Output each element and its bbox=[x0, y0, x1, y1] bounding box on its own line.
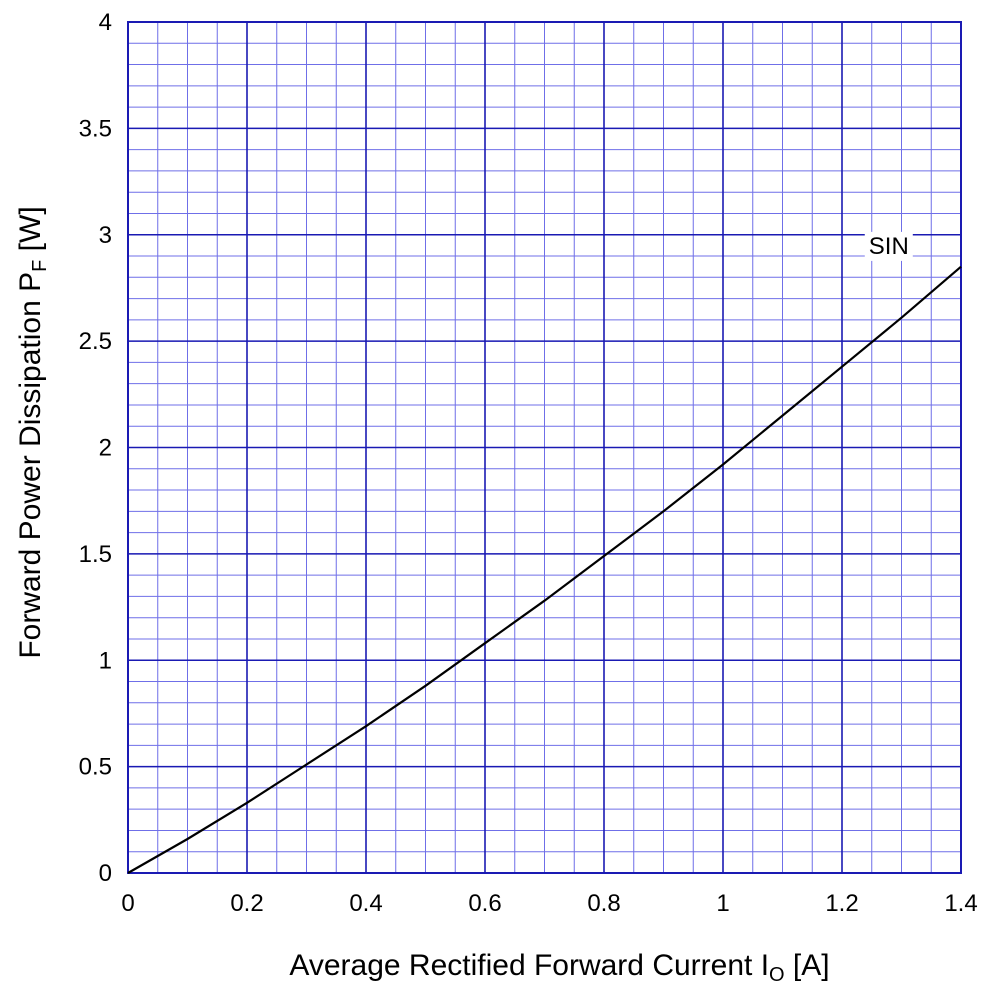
y-tick-label: 0.5 bbox=[79, 754, 112, 781]
series-line-sin bbox=[127, 265, 962, 874]
y-tick-label: 4 bbox=[99, 9, 112, 36]
x-tick-label: 1.4 bbox=[944, 890, 977, 917]
plot-frame bbox=[127, 21, 962, 874]
series-label-sin: SIN bbox=[869, 233, 909, 260]
x-tick-label: 1.2 bbox=[825, 890, 858, 917]
x-tick-label: 0.4 bbox=[349, 890, 382, 917]
y-tick-label: 2.5 bbox=[79, 328, 112, 355]
y-tick-label: 2 bbox=[99, 435, 112, 462]
x-tick-label: 1 bbox=[716, 890, 729, 917]
x-axis-title: Average Rectified Forward Current IO [A] bbox=[289, 949, 829, 986]
y-axis-title-unit: [W] bbox=[14, 206, 47, 259]
y-tick-label: 3.5 bbox=[79, 115, 112, 142]
y-axis-title-main: Forward Power Dissipation P bbox=[14, 272, 47, 659]
x-tick-label: 0 bbox=[121, 890, 134, 917]
y-tick-label: 0 bbox=[99, 860, 112, 887]
x-axis-title-main: Average Rectified Forward Current I bbox=[289, 949, 769, 982]
x-tick-label: 0.6 bbox=[468, 890, 501, 917]
y-axis-title-subscript: F bbox=[29, 260, 51, 272]
x-tick-label: 0.8 bbox=[587, 890, 620, 917]
x-axis-title-unit: [A] bbox=[785, 949, 830, 982]
series-label-background bbox=[864, 231, 913, 261]
y-tick-labels: 0 0.5 1 1.5 2 2.5 3 3.5 4 bbox=[79, 9, 112, 887]
x-tick-label: 0.2 bbox=[230, 890, 263, 917]
x-tick-labels: 0 0.2 0.4 0.6 0.8 1 1.2 1.4 bbox=[121, 890, 977, 917]
x-axis-title-subscript: O bbox=[769, 964, 785, 986]
y-tick-label: 1 bbox=[99, 647, 112, 674]
y-tick-label: 1.5 bbox=[79, 541, 112, 568]
y-tick-label: 3 bbox=[99, 222, 112, 249]
y-axis-title: Forward Power Dissipation PF [W] bbox=[14, 206, 51, 658]
